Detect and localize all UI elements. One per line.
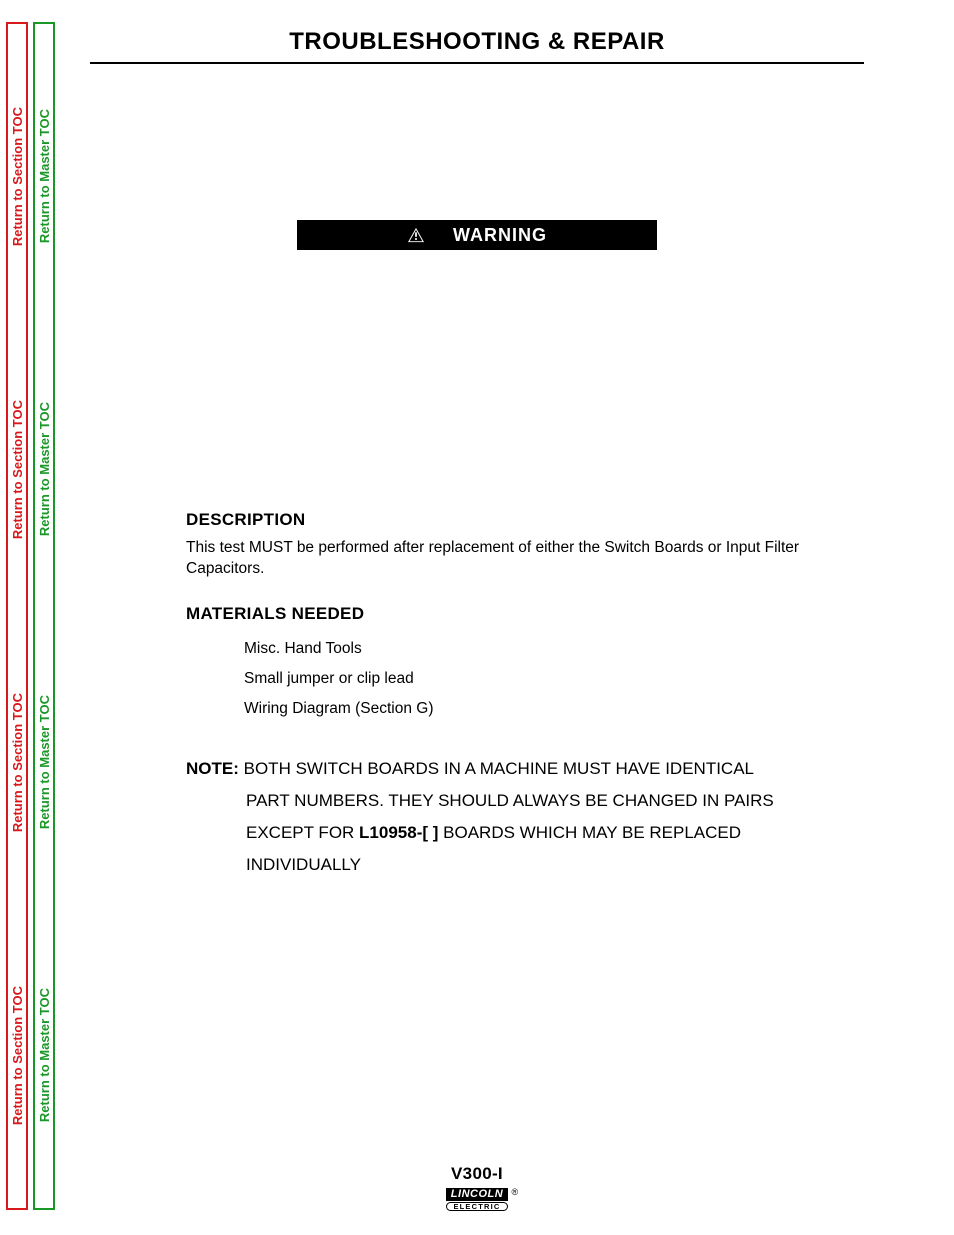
note-part-number: L10958-[ ] <box>359 823 438 842</box>
materials-list: Misc. Hand Tools Small jumper or clip le… <box>186 634 826 725</box>
note-line-1: BOTH SWITCH BOARDS IN A MACHINE MUST HAV… <box>244 759 754 778</box>
master-toc-link[interactable]: Return to Master TOC <box>35 616 53 909</box>
master-toc-label: Return to Master TOC <box>37 988 52 1122</box>
section-toc-label: Return to Section TOC <box>10 693 25 832</box>
master-toc-link[interactable]: Return to Master TOC <box>35 909 53 1202</box>
registered-icon: ® <box>512 1188 519 1197</box>
warning-triangle-icon <box>407 227 425 243</box>
description-heading: DESCRIPTION <box>186 510 826 530</box>
model-number: V300-I <box>451 1164 503 1184</box>
warning-banner-wrap: WARNING <box>0 220 954 250</box>
materials-item: Wiring Diagram (Section G) <box>244 694 826 724</box>
master-toc-link[interactable]: Return to Master TOC <box>35 323 53 616</box>
side-nav-bars: Return to Section TOC Return to Section … <box>6 22 55 1210</box>
note-line-4: INDIVIDUALLY <box>186 849 826 881</box>
master-toc-label: Return to Master TOC <box>37 402 52 536</box>
content-body: DESCRIPTION This test MUST be performed … <box>186 510 826 882</box>
note-lead: NOTE: <box>186 759 239 778</box>
note-block: NOTE: BOTH SWITCH BOARDS IN A MACHINE MU… <box>186 753 826 882</box>
master-toc-bar: Return to Master TOC Return to Master TO… <box>33 22 55 1210</box>
section-toc-label: Return to Section TOC <box>10 400 25 539</box>
logo-sub: ELECTRIC <box>446 1202 507 1212</box>
materials-item: Small jumper or clip lead <box>244 664 826 694</box>
master-toc-link[interactable]: Return to Master TOC <box>35 30 53 323</box>
section-toc-link[interactable]: Return to Section TOC <box>8 616 26 909</box>
page-header: TROUBLESHOOTING & REPAIR <box>90 28 864 64</box>
description-text: This test MUST be performed after replac… <box>186 538 826 580</box>
note-line-3-pre: EXCEPT FOR <box>246 823 359 842</box>
materials-heading: MATERIALS NEEDED <box>186 604 826 624</box>
warning-banner: WARNING <box>297 220 657 250</box>
header-rule <box>90 62 864 64</box>
section-toc-link[interactable]: Return to Section TOC <box>8 30 26 323</box>
note-line-3-post: BOARDS WHICH MAY BE REPLACED <box>438 823 741 842</box>
logo-brand: LINCOLN <box>446 1188 508 1201</box>
page: Return to Section TOC Return to Section … <box>0 0 954 1235</box>
materials-item: Misc. Hand Tools <box>244 634 826 664</box>
note-line-3: EXCEPT FOR L10958-[ ] BOARDS WHICH MAY B… <box>186 817 826 849</box>
section-toc-link[interactable]: Return to Section TOC <box>8 909 26 1202</box>
section-toc-label: Return to Section TOC <box>10 986 25 1125</box>
materials-section: MATERIALS NEEDED Misc. Hand Tools Small … <box>186 604 826 725</box>
master-toc-label: Return to Master TOC <box>37 695 52 829</box>
page-footer: V300-I LINCOLN ® ELECTRIC <box>0 1164 954 1212</box>
note-line-2: PART NUMBERS. THEY SHOULD ALWAYS BE CHAN… <box>186 785 826 817</box>
section-toc-bar: Return to Section TOC Return to Section … <box>6 22 28 1210</box>
page-title: TROUBLESHOOTING & REPAIR <box>90 28 864 56</box>
section-toc-link[interactable]: Return to Section TOC <box>8 323 26 616</box>
warning-label: WARNING <box>453 225 547 246</box>
lincoln-electric-logo: LINCOLN ® ELECTRIC <box>446 1188 508 1212</box>
